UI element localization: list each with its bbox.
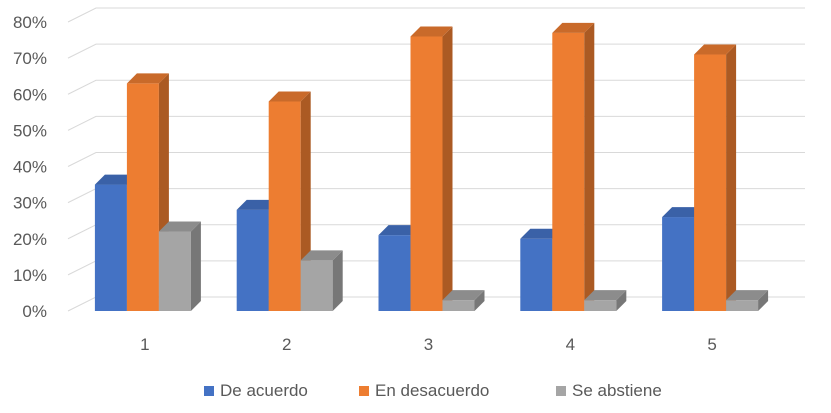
bar-front [94,184,127,311]
bar-top [268,91,311,102]
bar [694,44,737,311]
bar [268,91,311,311]
bar [584,290,627,311]
bar-front [126,83,159,311]
x-tick-label: 2 [282,335,291,354]
grid-lines [67,7,805,312]
bar-side [726,44,737,311]
y-tick-label: 0% [22,302,47,321]
bar-top [662,207,705,218]
bar-side [616,290,627,311]
legend-label: Se abstiene [572,381,662,400]
bar-top [520,228,563,239]
bar-side [584,22,595,312]
legend-label: De acuerdo [220,381,308,400]
bar-front [694,54,727,311]
bar-top [726,290,769,301]
bar-top [236,199,279,210]
legend-swatch [359,386,369,396]
y-axis-ticks: 0% 10% 20% 30% 40% 50% 60% 70% 80% [13,13,47,321]
legend-item: En desacuerdo [359,381,489,400]
bar [126,73,169,311]
bar [726,290,769,311]
x-tick-label: 4 [566,335,575,354]
bar-front [662,217,695,311]
legend: De acuerdo En desacuerdo Se abstiene [204,381,662,400]
bar-top [158,221,201,232]
bar-top [584,290,627,301]
bar-top [410,26,453,37]
bar [300,250,343,311]
y-tick-label: 60% [13,85,47,104]
bar-side [474,290,485,311]
bar-front [520,238,553,311]
y-tick-label: 40% [13,158,47,177]
y-tick-label: 10% [13,266,47,285]
bar-side [190,221,201,311]
bar-side [758,290,769,311]
y-tick-label: 70% [13,49,47,68]
y-tick-label: 30% [13,194,47,213]
y-tick-label: 20% [13,230,47,249]
bar [552,22,595,312]
x-tick-label: 5 [707,335,716,354]
legend-item: De acuerdo [204,381,308,400]
legend-swatch [204,386,214,396]
bar-top [552,22,595,33]
grid-line [67,7,805,23]
bar-top [378,225,421,236]
bar-front [584,300,617,311]
bar-top [94,174,137,185]
bar-top [300,250,343,261]
bar-front [552,32,585,312]
bar-top [442,290,485,301]
legend-label: En desacuerdo [375,381,489,400]
bar-front [268,101,301,311]
bar-front [410,36,443,311]
bar-side [332,250,343,311]
bar [158,221,201,311]
bar-front [300,260,333,311]
y-tick-label: 80% [13,13,47,32]
bar [442,290,485,311]
x-axis-ticks: 1 2 3 4 5 [140,335,717,354]
x-tick-label: 3 [424,335,433,354]
bar-front [378,235,411,311]
bar [410,26,453,311]
bar-top [126,73,169,84]
bar-front [158,231,191,311]
bar-front [236,209,269,311]
y-tick-label: 50% [13,121,47,140]
bar-top [694,44,737,55]
bar-front [726,300,759,311]
bars [94,22,769,312]
bar-front [442,300,475,311]
bar-side [442,26,453,311]
legend-item: Se abstiene [556,381,662,400]
legend-swatch [556,386,566,396]
x-tick-label: 1 [140,335,149,354]
